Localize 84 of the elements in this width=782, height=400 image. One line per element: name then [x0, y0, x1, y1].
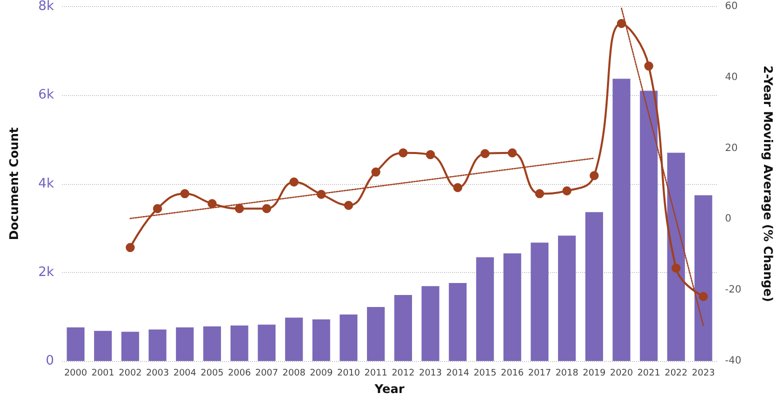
- x-tick-label: 2005: [200, 368, 224, 378]
- point: [672, 264, 681, 273]
- bar: [585, 212, 604, 361]
- y-tick-label: 2k: [38, 264, 54, 280]
- point: [344, 200, 354, 210]
- point: [453, 183, 462, 192]
- x-axis-title: Year: [374, 382, 404, 396]
- bar: [94, 330, 112, 361]
- x-tick-label: 2004: [173, 368, 197, 378]
- bar: [203, 326, 221, 361]
- bar: [530, 242, 548, 361]
- x-tick-label: 2010: [337, 368, 360, 378]
- point: [616, 19, 626, 28]
- x-tick-label: 2022: [664, 368, 688, 378]
- x-tick-label: 2001: [91, 368, 114, 378]
- x-tick-label: 2020: [610, 368, 634, 378]
- x-tick-label: 2017: [528, 368, 552, 378]
- bar: [667, 152, 685, 361]
- x-tick-label: 2012: [392, 368, 415, 378]
- bar: [340, 314, 358, 361]
- point: [208, 199, 217, 208]
- bar: [394, 294, 412, 361]
- bar: [422, 286, 440, 361]
- x-tick-label: 2023: [692, 368, 715, 378]
- bar: [148, 330, 166, 361]
- y2-tick-label: 20: [725, 142, 738, 154]
- point: [398, 148, 408, 158]
- x-tick-label: 2014: [446, 368, 470, 378]
- x-tick-label: 2002: [118, 368, 142, 378]
- y2-tick-label: 60: [725, 1, 738, 12]
- x-tick-label: 2009: [310, 368, 333, 378]
- x-tick-label: 2003: [146, 368, 169, 378]
- x-tick-label: 2013: [418, 368, 442, 378]
- bar: [258, 324, 276, 361]
- x-tick-label: 2011: [364, 368, 388, 378]
- x-tick-label: 2006: [228, 368, 252, 378]
- bar: [285, 318, 303, 361]
- bar: [558, 236, 576, 361]
- x-tick-label: 2015: [474, 368, 496, 378]
- y-tick-label: 0: [46, 354, 54, 368]
- point: [508, 148, 517, 158]
- point: [562, 186, 572, 196]
- bar: [66, 327, 85, 361]
- bar: [640, 90, 658, 361]
- y-tick-label: 4k: [38, 176, 54, 192]
- bar: [176, 327, 194, 361]
- y-tick-label: 6k: [38, 88, 54, 103]
- point: [180, 189, 190, 198]
- bar: [121, 332, 140, 361]
- x-tick-label: 2021: [637, 368, 660, 378]
- y-axis-title: Document Count: [7, 127, 21, 240]
- y2-tick-label: 0: [725, 214, 732, 225]
- point: [153, 204, 162, 214]
- point: [234, 204, 244, 214]
- x-tick-label: 2018: [555, 368, 579, 378]
- x-tick-label: 2019: [582, 368, 606, 378]
- point: [262, 204, 272, 214]
- point: [644, 62, 654, 71]
- x-tick-label: 2008: [282, 368, 306, 378]
- y-tick-label: 8k: [38, 0, 54, 14]
- point: [126, 243, 135, 252]
- y2-tick-label: -40: [725, 356, 742, 366]
- bar: [230, 326, 248, 361]
- bar: [448, 283, 467, 361]
- y2-tick-label: -20: [725, 284, 742, 296]
- point: [480, 149, 490, 158]
- point: [426, 150, 435, 160]
- point: [371, 168, 380, 177]
- point: [590, 171, 599, 180]
- bar: [312, 319, 330, 361]
- x-tick-label: 2007: [255, 368, 278, 378]
- bar: [612, 78, 630, 361]
- point: [316, 190, 326, 199]
- bar: [503, 253, 522, 361]
- bar: [366, 306, 385, 361]
- x-tick-label: 2000: [64, 368, 88, 378]
- point: [535, 189, 544, 198]
- point: [289, 177, 298, 186]
- y2-axis-title: 2-Year Moving Average (% Change): [761, 65, 775, 302]
- x-tick-label: 2016: [500, 368, 524, 378]
- bar: [476, 257, 494, 361]
- bar: [694, 195, 712, 361]
- point: [698, 292, 708, 301]
- y2-tick-label: 40: [725, 72, 738, 83]
